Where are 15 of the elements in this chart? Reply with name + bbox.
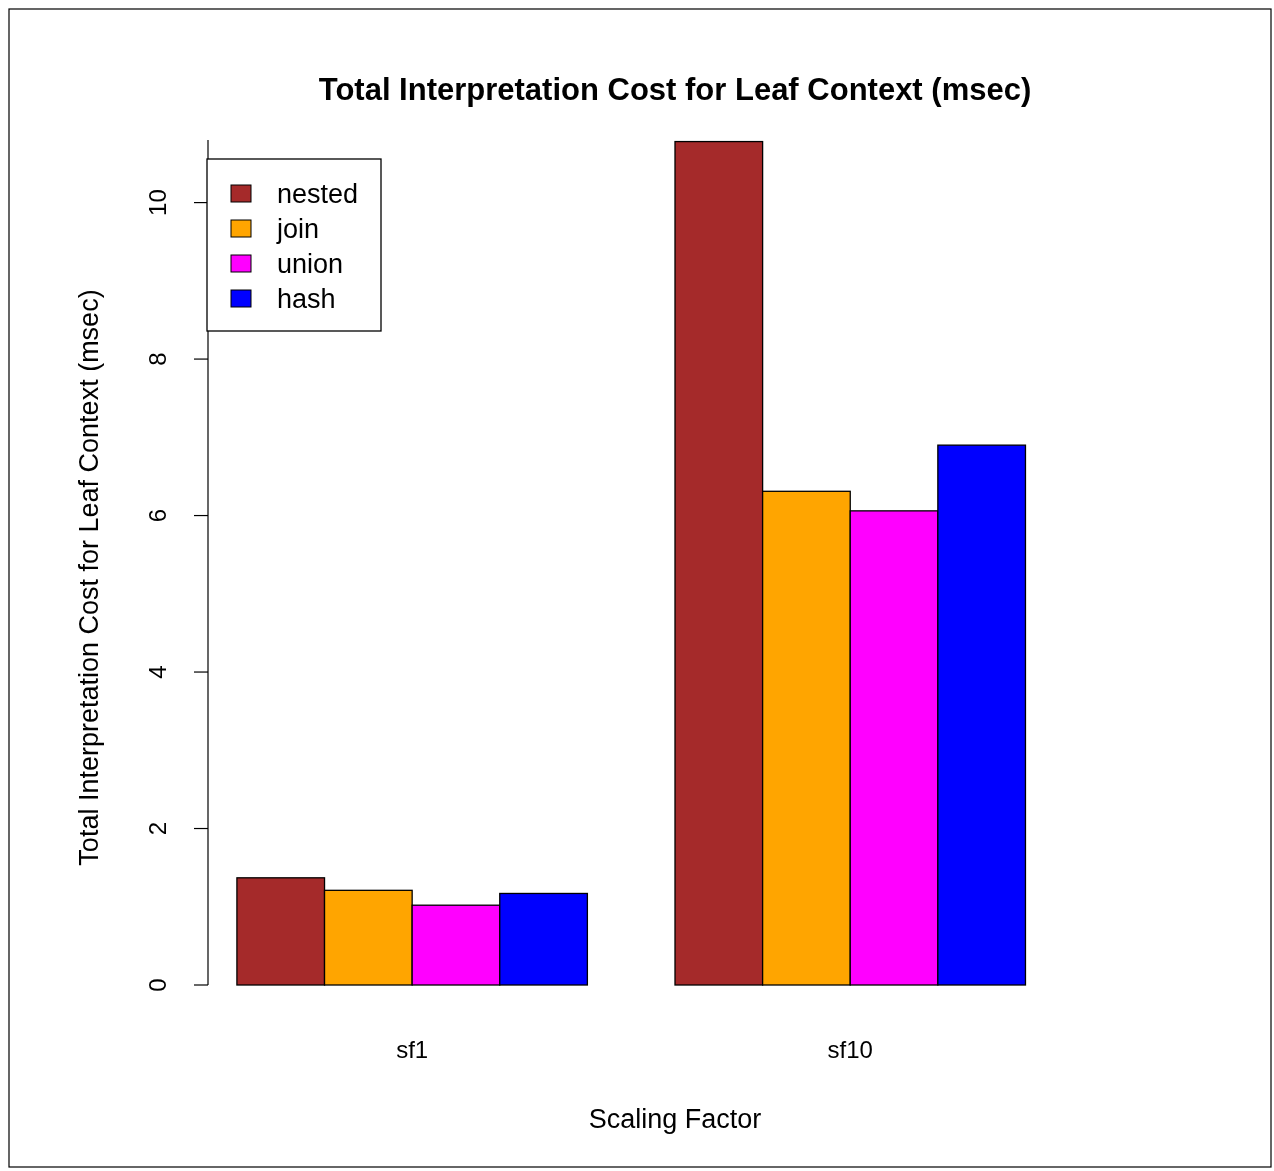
- x-tick-label: sf1: [396, 1036, 429, 1063]
- y-tick-label: 4: [144, 665, 171, 679]
- x-axis-title: Scaling Factor: [588, 1104, 762, 1134]
- y-tick-label: 10: [144, 189, 171, 216]
- chart-title: Total Interpretation Cost for Leaf Context (msec): [318, 72, 1032, 107]
- legend-label: nested: [277, 179, 359, 209]
- y-tick-label: 2: [144, 821, 171, 836]
- legend-label: hash: [277, 284, 336, 314]
- y-tick-label: 6: [144, 508, 171, 523]
- y-tick-label: 0: [144, 978, 171, 992]
- legend-label: join: [276, 214, 320, 244]
- legend-label: union: [277, 249, 344, 279]
- y-axis-title: Total Interpretation Cost for Leaf Context (msec): [74, 289, 104, 866]
- y-tick-label: 8: [144, 352, 171, 366]
- x-tick-label: sf10: [827, 1036, 873, 1063]
